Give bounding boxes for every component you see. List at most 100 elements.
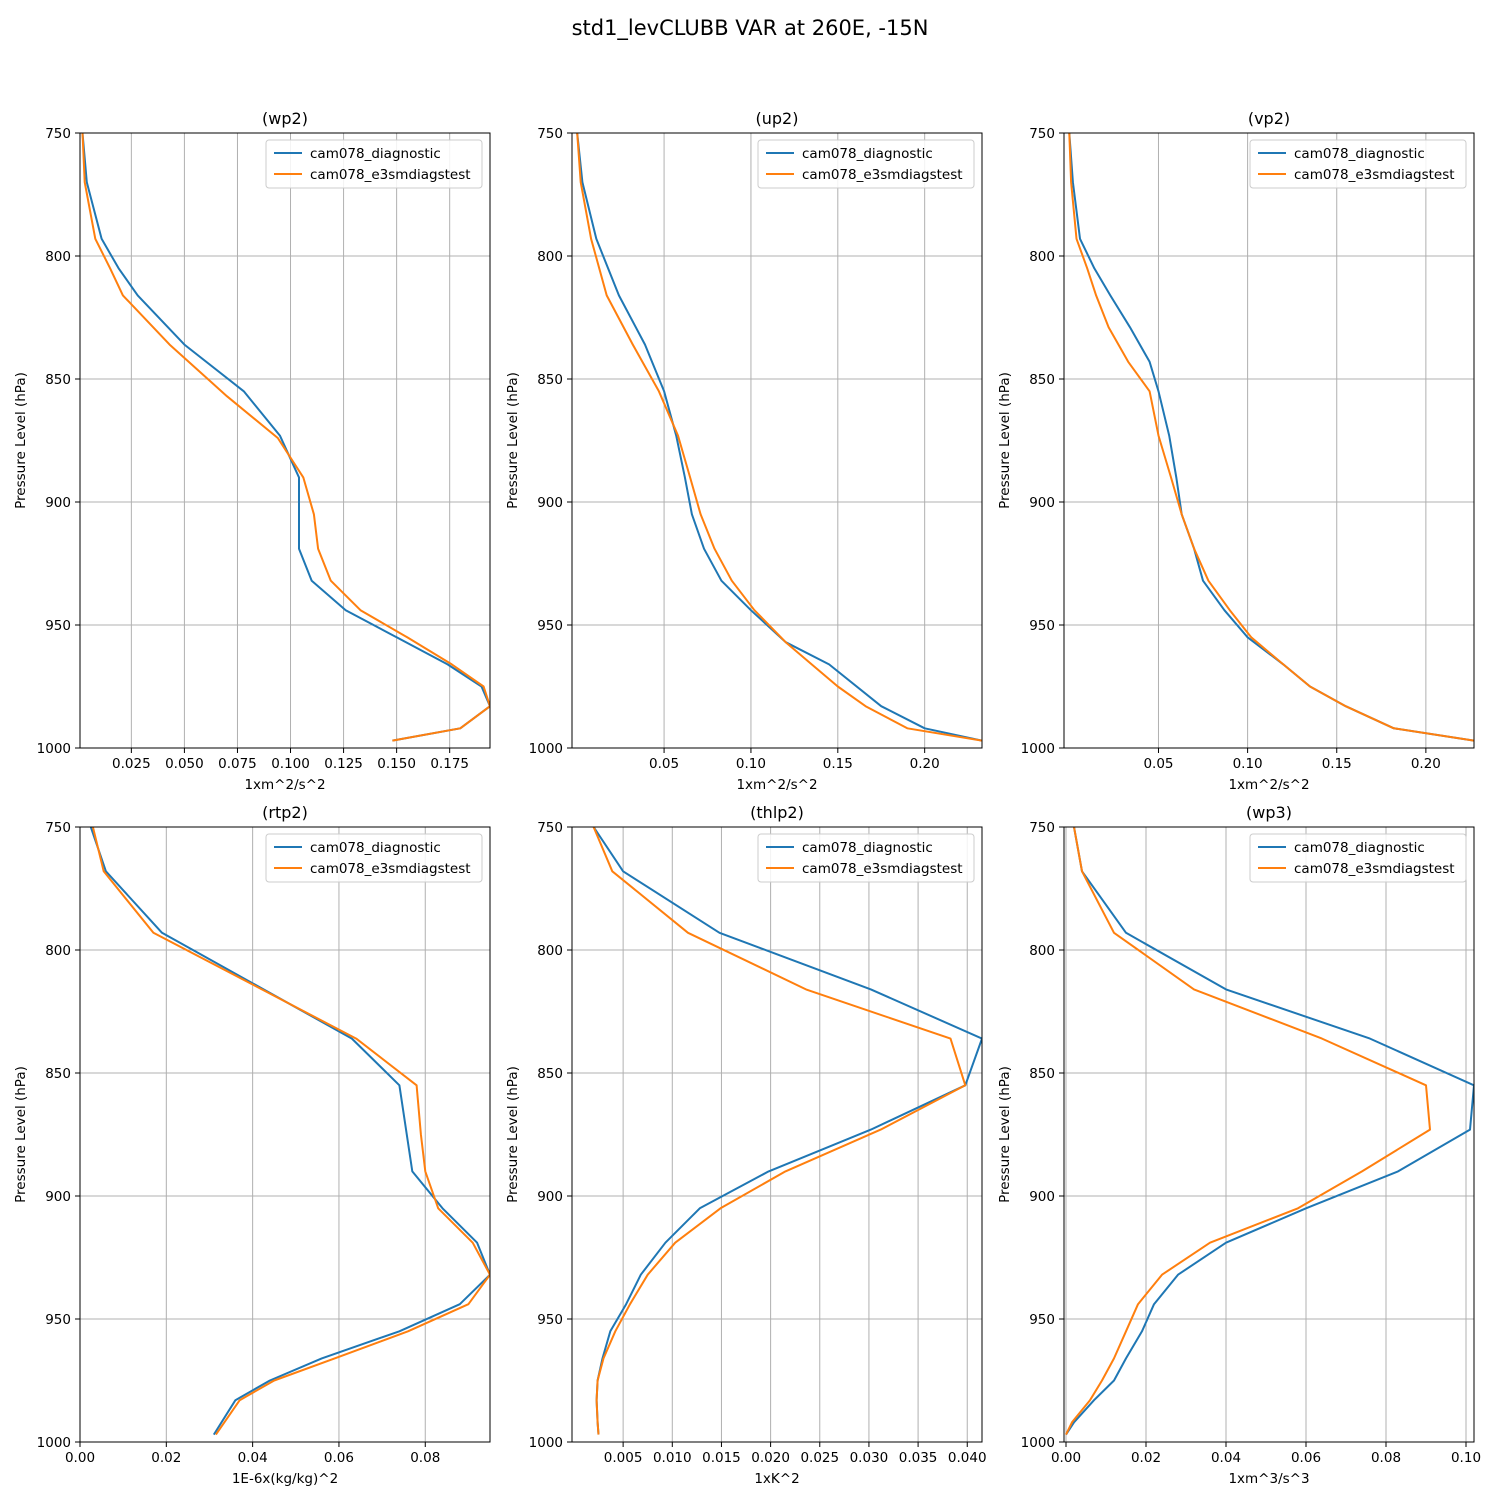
subplot-5: 0.00 0.02 0.04 0.06 0.08 0.10 750 800 850 900 950 1… bbox=[997, 803, 1481, 1487]
x-axis-label: 1xm^2/s^2 bbox=[1228, 777, 1309, 793]
axes-frame bbox=[79, 826, 491, 1443]
series-line-1 bbox=[1065, 827, 1474, 1436]
y-tick-label: 900 bbox=[45, 495, 71, 511]
x-tick-label: 0.020 bbox=[751, 1450, 790, 1466]
series-line-2 bbox=[1068, 133, 1474, 742]
x-tick-label: 0.10 bbox=[736, 756, 766, 772]
y-tick-label: 1000 bbox=[1021, 741, 1055, 757]
subplot-title: (rtp2) bbox=[262, 803, 308, 822]
y-axis-label: Pressure Level (hPa) bbox=[505, 1066, 521, 1203]
y-tick-label: 850 bbox=[45, 1066, 71, 1082]
y-tick-label: 1000 bbox=[529, 741, 563, 757]
legend: cam078_diagnostic cam078_e3smdiagstest bbox=[757, 833, 975, 883]
subplot-title: (wp3) bbox=[1246, 803, 1292, 822]
legend-label: cam078_e3smdiagstest bbox=[1294, 861, 1455, 877]
x-tick-label: 0.04 bbox=[1211, 1450, 1241, 1466]
subplot-4: 0.005 0.010 0.015 0.020 0.025 0.030 0.035 0.040… bbox=[505, 803, 987, 1487]
y-axis-label: Pressure Level (hPa) bbox=[505, 372, 521, 509]
x-tick-label: 0.075 bbox=[218, 756, 257, 772]
series-line-2 bbox=[576, 133, 982, 742]
x-axis-label: 1xm^2/s^2 bbox=[736, 777, 817, 793]
x-tick-label: 0.15 bbox=[823, 756, 853, 772]
y-tick-label: 800 bbox=[1029, 249, 1055, 265]
y-tick-label: 800 bbox=[45, 943, 71, 959]
axes-frame bbox=[1063, 826, 1475, 1443]
y-tick-label: 950 bbox=[537, 1312, 563, 1328]
x-tick-label: 0.04 bbox=[238, 1450, 268, 1466]
y-tick-label: 800 bbox=[537, 249, 563, 265]
x-tick-label: 0.010 bbox=[653, 1450, 692, 1466]
legend-label: cam078_diagnostic bbox=[802, 840, 933, 856]
x-tick-label: 0.00 bbox=[1051, 1450, 1081, 1466]
subplot-2: 0.05 0.10 0.15 0.20 750 800 850 900 950 1000 (vp2)… bbox=[997, 109, 1475, 793]
x-tick-label: 0.00 bbox=[65, 1450, 95, 1466]
y-tick-label: 950 bbox=[45, 618, 71, 634]
x-tick-label: 0.08 bbox=[1371, 1450, 1401, 1466]
legend-label: cam078_diagnostic bbox=[1294, 146, 1425, 162]
x-tick-label: 0.015 bbox=[702, 1450, 741, 1466]
y-tick-label: 900 bbox=[537, 495, 563, 511]
y-tick-label: 900 bbox=[1029, 495, 1055, 511]
y-tick-label: 850 bbox=[45, 372, 71, 388]
series-line-1 bbox=[1068, 133, 1474, 742]
y-tick-label: 800 bbox=[1029, 943, 1055, 959]
x-tick-label: 0.20 bbox=[1411, 756, 1441, 772]
x-axis-label: 1xm^2/s^2 bbox=[244, 777, 325, 793]
x-tick-label: 0.02 bbox=[151, 1450, 181, 1466]
y-tick-label: 750 bbox=[537, 820, 563, 836]
x-tick-label: 0.175 bbox=[430, 756, 469, 772]
legend-label: cam078_diagnostic bbox=[1294, 840, 1425, 856]
x-axis-label: 1xK^2 bbox=[754, 1471, 799, 1487]
y-tick-label: 750 bbox=[1029, 126, 1055, 142]
y-tick-label: 850 bbox=[1029, 1066, 1055, 1082]
x-tick-label: 0.100 bbox=[271, 756, 310, 772]
y-axis-label: Pressure Level (hPa) bbox=[13, 1066, 29, 1203]
figure-title: std1_levCLUBB VAR at 260E, -15N bbox=[571, 16, 929, 40]
y-tick-label: 800 bbox=[45, 249, 71, 265]
x-tick-label: 0.02 bbox=[1131, 1450, 1161, 1466]
x-axis-label: 1xm^3/s^3 bbox=[1228, 1471, 1309, 1487]
series-line-2 bbox=[1065, 827, 1431, 1436]
y-axis-label: Pressure Level (hPa) bbox=[997, 372, 1013, 509]
legend-box bbox=[265, 833, 483, 883]
subplot-title: (up2) bbox=[756, 109, 799, 128]
y-tick-label: 900 bbox=[1029, 1189, 1055, 1205]
y-tick-label: 1000 bbox=[37, 1435, 71, 1451]
y-tick-label: 850 bbox=[1029, 372, 1055, 388]
legend: cam078_diagnostic cam078_e3smdiagstest bbox=[1249, 139, 1467, 189]
axes-frame bbox=[79, 132, 491, 749]
y-axis-label: Pressure Level (hPa) bbox=[13, 372, 29, 509]
legend-label: cam078_e3smdiagstest bbox=[1294, 167, 1455, 183]
x-tick-label: 0.08 bbox=[410, 1450, 440, 1466]
x-tick-label: 0.025 bbox=[800, 1450, 839, 1466]
legend: cam078_diagnostic cam078_e3smdiagstest bbox=[265, 833, 483, 883]
y-tick-label: 750 bbox=[45, 820, 71, 836]
legend-box bbox=[1249, 833, 1467, 883]
legend-label: cam078_e3smdiagstest bbox=[310, 861, 471, 877]
series-line-2 bbox=[81, 133, 490, 742]
x-tick-label: 0.15 bbox=[1322, 756, 1352, 772]
y-tick-label: 950 bbox=[537, 618, 563, 634]
y-tick-label: 750 bbox=[1029, 820, 1055, 836]
y-tick-label: 950 bbox=[1029, 618, 1055, 634]
subplot-title: (thlp2) bbox=[750, 803, 804, 822]
x-tick-label: 0.05 bbox=[649, 756, 679, 772]
subplot-title: (wp2) bbox=[262, 109, 308, 128]
x-axis-label: 1E-6x(kg/kg)^2 bbox=[232, 1471, 338, 1487]
series-line-2 bbox=[91, 827, 490, 1436]
legend-label: cam078_e3smdiagstest bbox=[802, 167, 963, 183]
series-line-1 bbox=[592, 827, 982, 1435]
y-tick-label: 800 bbox=[537, 943, 563, 959]
legend-label: cam078_e3smdiagstest bbox=[310, 167, 471, 183]
y-axis-label: Pressure Level (hPa) bbox=[997, 1066, 1013, 1203]
series-line-1 bbox=[81, 133, 490, 742]
y-tick-label: 1000 bbox=[1021, 1435, 1055, 1451]
legend-label: cam078_diagnostic bbox=[802, 146, 933, 162]
y-tick-label: 1000 bbox=[37, 741, 71, 757]
x-tick-label: 0.050 bbox=[165, 756, 204, 772]
series-line-1 bbox=[89, 827, 490, 1436]
axes-frame bbox=[571, 132, 983, 749]
x-tick-label: 0.20 bbox=[910, 756, 940, 772]
subplot-title: (vp2) bbox=[1248, 109, 1290, 128]
